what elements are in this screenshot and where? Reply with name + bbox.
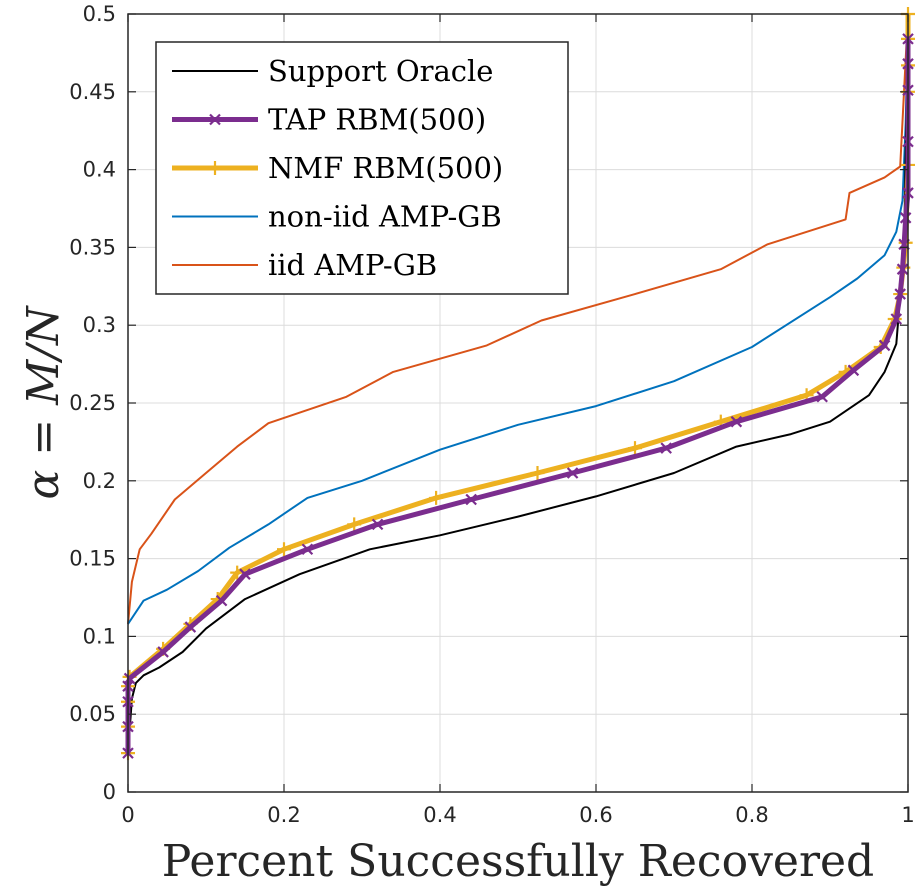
x-tick-label: 0 — [121, 803, 134, 827]
x-tick-label: 0.6 — [579, 803, 612, 827]
series-line — [127, 13, 909, 754]
legend-item: NMF RBM(500) — [172, 151, 503, 185]
y-tick-label: 0.2 — [83, 469, 116, 493]
data-point — [301, 543, 314, 556]
y-tick-label: 0.05 — [69, 702, 116, 726]
legend-item: non-iid AMP-GB — [172, 200, 502, 234]
x-tick-label: 0.4 — [423, 803, 456, 827]
y-tick-label: 0.1 — [83, 624, 116, 648]
data-point — [899, 212, 912, 224]
series-line — [127, 13, 909, 625]
y-tick-label: 0.5 — [83, 2, 116, 26]
legend-item: Support Oracle — [172, 54, 493, 88]
legend-label: non-iid AMP-GB — [268, 200, 502, 234]
data-point — [660, 442, 672, 454]
data-point — [465, 493, 477, 506]
legend-item: TAP RBM(500) — [172, 103, 486, 137]
data-point — [628, 441, 642, 456]
series-line — [127, 13, 909, 625]
y-axis-title: α = M/N — [18, 305, 69, 499]
series-non-iid-amp-gb — [127, 13, 909, 625]
legend-label: NMF RBM(500) — [268, 151, 503, 185]
series-iid-amp-gb — [127, 13, 909, 625]
data-point — [894, 288, 906, 300]
ticks — [127, 13, 909, 793]
data-point — [371, 518, 384, 531]
data-point — [890, 313, 903, 325]
legend-label: iid AMP-GB — [268, 248, 437, 282]
y-tick-label: 0.45 — [69, 80, 116, 104]
y-tick-label: 0.15 — [69, 547, 116, 571]
x-tick-label: 0.2 — [267, 803, 300, 827]
legend: Support Oracle TAP RBM(500) NMF RBM(500) no… — [155, 41, 569, 295]
data-point — [184, 621, 197, 633]
y-tick-label: 0.3 — [83, 313, 116, 337]
legend-label: Support Oracle — [268, 54, 493, 88]
y-tick-label: 0 — [103, 780, 116, 804]
y-tick-label: 0.4 — [83, 158, 116, 182]
data-point — [230, 565, 245, 580]
legend-marker — [209, 113, 221, 126]
y-tick-labels: 0 0.05 0.1 0.15 0.2 0.25 0.3 0.35 0.4 0.45 0.5 — [69, 2, 116, 804]
data-point — [277, 542, 291, 557]
legend-label: TAP RBM(500) — [268, 103, 486, 137]
data-point — [123, 672, 136, 685]
data-point — [847, 364, 860, 377]
data-point — [215, 594, 228, 607]
series-support-oracle — [127, 13, 909, 754]
legend-item: iid AMP-GB — [172, 248, 437, 282]
data-point — [347, 517, 362, 532]
data-point — [429, 490, 444, 505]
x-tick-label: 1 — [901, 803, 914, 827]
legend-marker — [208, 161, 222, 175]
data-point — [239, 568, 251, 580]
data-point — [157, 646, 169, 658]
series-line — [125, 38, 911, 754]
x-axis-title: Percent Successfully Recovered — [162, 836, 874, 887]
y-tick-label: 0.25 — [69, 391, 116, 415]
y-tick-label: 0.35 — [69, 235, 116, 259]
data-point — [896, 263, 909, 275]
x-tick-label: 0.8 — [735, 803, 768, 827]
data-point — [530, 466, 545, 481]
data-point — [878, 339, 891, 352]
data-point — [566, 467, 579, 479]
data-point — [816, 390, 828, 403]
x-tick-labels: 0 0.2 0.4 0.6 0.8 1 — [121, 803, 914, 827]
data-point — [730, 415, 743, 428]
